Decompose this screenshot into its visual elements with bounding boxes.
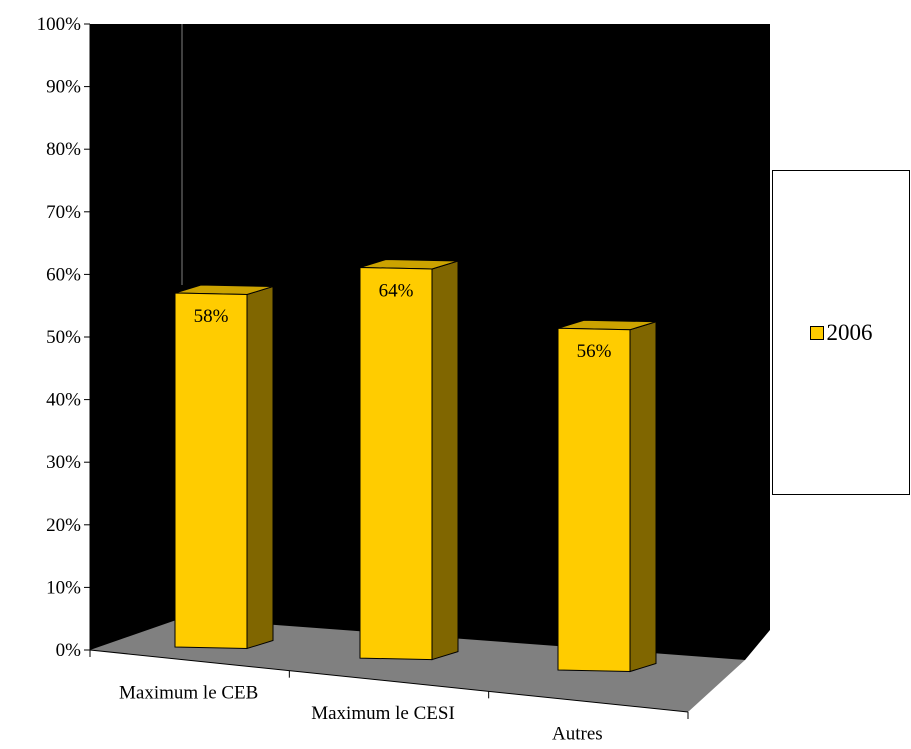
y-tick-label: 70% [46, 202, 81, 223]
bar-front [557, 327, 631, 673]
bar-side [629, 321, 657, 673]
bar-side [246, 285, 274, 650]
bar-1 [174, 284, 274, 650]
bar-front [359, 266, 433, 661]
x-axis: Maximum le CEB Maximum le CESI Autres [89, 649, 689, 745]
y-tick-label: 90% [46, 77, 81, 98]
y-tick-label: 40% [46, 390, 81, 411]
y-tick-label: 50% [46, 327, 81, 348]
data-label: 58% [194, 306, 229, 327]
data-label: 64% [379, 281, 414, 302]
y-tick-label: 10% [46, 577, 81, 598]
legend-item-2006: 2006 [809, 319, 873, 346]
bar-2 [359, 258, 459, 661]
legend-label: 2006 [826, 319, 873, 345]
data-labels: 58% 64% 56% [194, 281, 612, 363]
x-category-label: Maximum le CESI [311, 703, 455, 724]
bar-front [174, 292, 248, 650]
y-axis: 0% 10% 20% 30% 40% 50% 60% 70% 80% 90% 100% [37, 14, 91, 661]
y-tick-label: 80% [46, 139, 81, 160]
y-tick-label: 0% [56, 640, 82, 661]
y-tick-label: 20% [46, 515, 81, 536]
y-tick-label: 30% [46, 452, 81, 473]
bar-side [431, 260, 459, 661]
x-axis-line [89, 649, 689, 713]
chart-bars [174, 258, 657, 673]
y-tick-label: 100% [37, 14, 82, 35]
x-category-label: Autres [552, 724, 603, 745]
legend: 2006 [772, 170, 910, 495]
legend-swatch [809, 325, 824, 340]
data-label: 56% [577, 341, 612, 362]
y-tick-label: 60% [46, 264, 81, 285]
x-category-label: Maximum le CEB [119, 682, 258, 703]
bar-3 [557, 319, 657, 673]
